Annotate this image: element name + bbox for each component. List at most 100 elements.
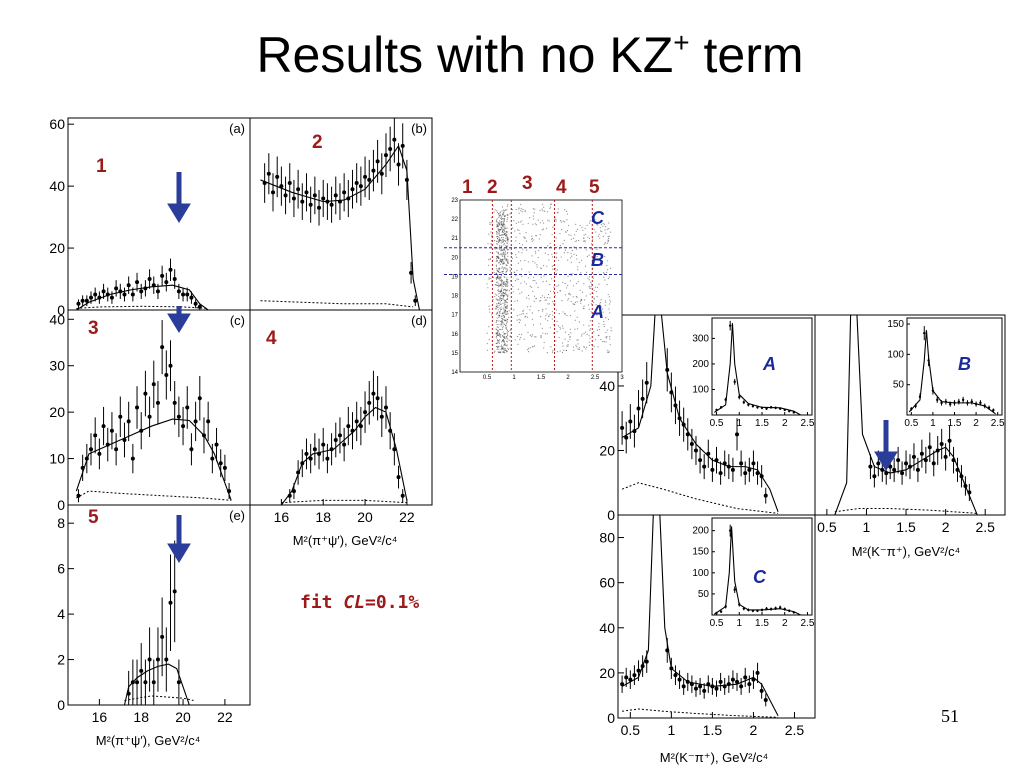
dalitz-point bbox=[489, 223, 491, 226]
dalitz-point bbox=[494, 284, 497, 286]
data-point bbox=[685, 679, 690, 684]
dalitz-point bbox=[574, 319, 576, 321]
dalitz-point bbox=[603, 323, 605, 326]
dalitz-point bbox=[583, 305, 585, 307]
dalitz-point bbox=[534, 336, 536, 338]
dalitz-point bbox=[534, 262, 536, 264]
dalitz-point bbox=[598, 233, 600, 236]
data-point bbox=[970, 400, 973, 403]
dalitz-point bbox=[607, 351, 609, 353]
dalitz-point bbox=[501, 218, 503, 221]
chart-c: 0 10 20 30 40 (c) bbox=[49, 309, 251, 513]
dalitz-point bbox=[506, 259, 508, 261]
dalitz-point bbox=[498, 342, 501, 344]
data-point bbox=[193, 419, 198, 424]
dalitz-point bbox=[532, 280, 534, 282]
data-point bbox=[733, 380, 736, 384]
dalitz-point bbox=[605, 341, 607, 343]
dalitz-point bbox=[490, 235, 493, 237]
y-tick-label: 2 bbox=[57, 652, 65, 668]
data-point bbox=[93, 292, 98, 297]
dalitz-point bbox=[607, 318, 610, 321]
slice-label-1: 1 bbox=[96, 156, 107, 177]
dalitz-point bbox=[536, 264, 538, 266]
dalitz-point bbox=[540, 299, 542, 301]
dalitz-point bbox=[496, 237, 499, 240]
dalitz-point bbox=[589, 287, 592, 289]
dalitz-point bbox=[499, 291, 502, 293]
chart-dalitz: 14 15 16 17 18 19 20 21 22 23 0.5 1 1.5 2 2.5 3 bbox=[444, 198, 624, 381]
data-point bbox=[724, 398, 727, 401]
dalitz-point bbox=[508, 289, 510, 292]
dalitz-point bbox=[564, 313, 566, 315]
dalitz-point bbox=[486, 283, 488, 285]
data-point bbox=[632, 673, 637, 678]
dalitz-point bbox=[523, 338, 525, 340]
dalitz-point bbox=[504, 257, 506, 259]
dalitz-point bbox=[552, 226, 554, 228]
arrow-group bbox=[167, 172, 898, 563]
dalitz-y-tick-label: 22 bbox=[451, 217, 458, 223]
dalitz-point bbox=[537, 286, 539, 288]
dalitz-point bbox=[519, 260, 522, 262]
dalitz-y-tick-label: 23 bbox=[451, 198, 458, 204]
dalitz-point bbox=[608, 308, 610, 310]
dalitz-point bbox=[606, 269, 609, 271]
dalitz-point bbox=[493, 271, 495, 274]
dalitz-point bbox=[524, 210, 526, 213]
y-tick-label: 50 bbox=[893, 380, 905, 391]
dalitz-point bbox=[503, 239, 505, 241]
x-tick-label: 1 bbox=[930, 418, 936, 429]
data-point bbox=[80, 298, 85, 303]
data-point bbox=[329, 202, 334, 207]
data-point bbox=[756, 609, 759, 612]
dalitz-point bbox=[502, 229, 504, 231]
dalitz-point bbox=[507, 255, 509, 257]
dalitz-point bbox=[539, 300, 541, 302]
dalitz-point bbox=[499, 313, 501, 315]
chart-g: 50 100 150 0.5 1 1.5 2 2.5 bbox=[887, 317, 1005, 429]
data-point bbox=[168, 267, 173, 272]
dalitz-point bbox=[507, 261, 509, 263]
dalitz-point bbox=[558, 248, 561, 250]
dalitz-point bbox=[506, 345, 508, 347]
dalitz-point bbox=[542, 281, 544, 283]
dalitz-point bbox=[502, 263, 504, 265]
dalitz-point bbox=[496, 251, 498, 253]
dalitz-point bbox=[546, 332, 548, 335]
dalitz-point bbox=[515, 254, 517, 256]
dalitz-point bbox=[501, 334, 504, 337]
dalitz-point bbox=[578, 239, 580, 242]
dalitz-point bbox=[555, 270, 557, 272]
dalitz-point bbox=[507, 313, 509, 315]
x-tick-label: 2.5 bbox=[975, 519, 995, 535]
dalitz-point bbox=[498, 268, 500, 270]
dalitz-point bbox=[498, 214, 500, 217]
dalitz-point bbox=[518, 333, 520, 336]
dalitz-point bbox=[503, 340, 505, 342]
dalitz-point bbox=[601, 314, 603, 316]
dalitz-point bbox=[603, 276, 605, 278]
fit-curve bbox=[75, 418, 232, 501]
data-point bbox=[992, 408, 995, 412]
dalitz-point bbox=[496, 342, 499, 344]
dalitz-point bbox=[505, 337, 507, 339]
dalitz-point bbox=[525, 283, 527, 285]
dalitz-point bbox=[596, 329, 599, 331]
dalitz-point bbox=[549, 242, 551, 245]
dalitz-point bbox=[534, 280, 536, 282]
dalitz-point bbox=[529, 217, 531, 219]
dalitz-point bbox=[539, 222, 541, 224]
y-tick-label: 30 bbox=[49, 358, 65, 374]
data-point bbox=[84, 456, 89, 461]
dalitz-point bbox=[573, 349, 575, 351]
background-curve bbox=[622, 708, 779, 718]
dalitz-x-tick-label: 1 bbox=[512, 375, 516, 381]
dalitz-point bbox=[490, 239, 493, 242]
dalitz-point bbox=[529, 309, 531, 311]
dalitz-point bbox=[533, 300, 535, 302]
dalitz-point bbox=[496, 326, 498, 328]
data-point bbox=[325, 199, 330, 204]
data-point bbox=[76, 301, 81, 306]
